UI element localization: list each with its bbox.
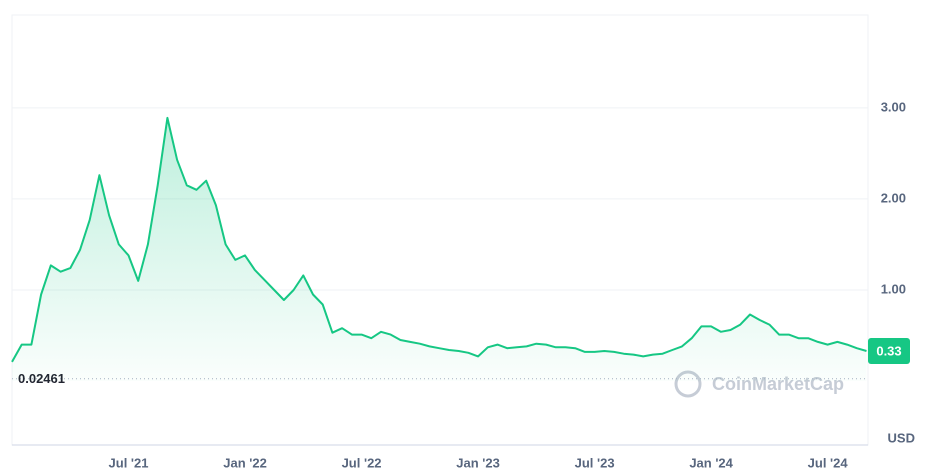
y-tick-label: 1.00 bbox=[881, 281, 906, 296]
x-tick-label: Jan '24 bbox=[689, 455, 733, 470]
price-tag-label: 0.33 bbox=[876, 343, 901, 358]
y-tick-label: 3.00 bbox=[881, 99, 906, 114]
x-tick-label: Jul '24 bbox=[808, 455, 849, 470]
y-tick-label: 2.00 bbox=[881, 190, 906, 205]
x-tick-label: Jul '22 bbox=[342, 455, 382, 470]
x-tick-label: Jul '23 bbox=[575, 455, 615, 470]
area-fill bbox=[12, 117, 867, 382]
price-line bbox=[11, 116, 867, 363]
x-tick-label: Jan '23 bbox=[456, 455, 500, 470]
x-tick-label: Jan '22 bbox=[223, 455, 267, 470]
currency-label: USD bbox=[888, 430, 915, 445]
x-tick-label: Jul '21 bbox=[109, 455, 149, 470]
price-tag bbox=[868, 337, 910, 364]
